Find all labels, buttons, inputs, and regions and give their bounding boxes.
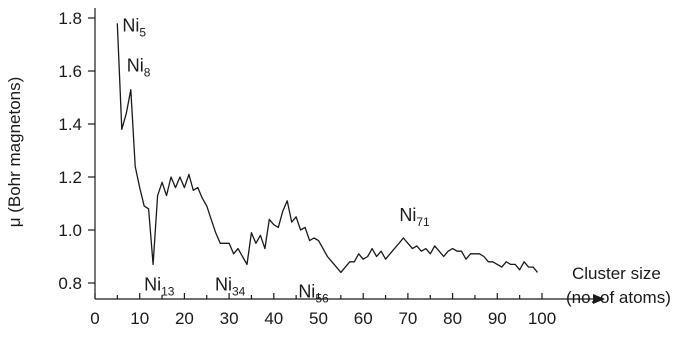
annotation-base: Ni <box>298 281 315 301</box>
series-line <box>117 23 537 272</box>
annotation-subscript: 13 <box>161 284 175 298</box>
axes <box>95 8 604 299</box>
x-tick-label: 10 <box>130 309 149 328</box>
annotation-base: Ni <box>399 205 416 225</box>
annotation-subscript: 56 <box>315 291 329 305</box>
annotation-ni56: Ni56 <box>298 281 329 305</box>
x-axis-label-line-1: Cluster size <box>572 264 661 283</box>
x-tick-label: 100 <box>528 309 556 328</box>
x-tick-label: 40 <box>264 309 283 328</box>
x-tick-label: 30 <box>220 309 239 328</box>
x-tick-label: 0 <box>90 309 99 328</box>
y-tick-label: 1.8 <box>58 9 82 28</box>
annotation-ni5: Ni5 <box>122 15 146 39</box>
series-line-group <box>117 23 537 272</box>
y-tick-label: 1.6 <box>58 62 82 81</box>
x-tick-label: 60 <box>354 309 373 328</box>
x-tick-label: 70 <box>398 309 417 328</box>
x-tick-label: 90 <box>488 309 507 328</box>
x-axis-label-line-2: (no. of atoms) <box>566 288 671 307</box>
annotation-base: Ni <box>215 274 232 294</box>
annotation-base: Ni <box>144 274 161 294</box>
x-tick-label: 80 <box>443 309 462 328</box>
y-tick-label: 1.0 <box>58 221 82 240</box>
annotation-subscript: 8 <box>144 66 151 80</box>
annotation-ni8: Ni8 <box>127 56 151 80</box>
annotation-base: Ni <box>122 15 139 35</box>
y-tick-label: 1.2 <box>58 168 82 187</box>
annotation-subscript: 5 <box>139 25 146 39</box>
y-axis-ticks: 0.8 1.0 1.2 1.4 1.6 1.8 <box>58 9 95 293</box>
annotation-ni13: Ni13 <box>144 274 175 298</box>
y-tick-label: 0.8 <box>58 274 82 293</box>
y-tick-label: 1.4 <box>58 115 82 134</box>
annotation-ni71: Ni71 <box>399 205 430 229</box>
y-axis-label: μ (Bohr magnetons) <box>5 77 24 228</box>
x-tick-label: 50 <box>309 309 328 328</box>
annotation-subscript: 71 <box>416 215 430 229</box>
annotation-subscript: 34 <box>232 284 246 298</box>
x-tick-label: 20 <box>175 309 194 328</box>
annotation-ni34: Ni34 <box>215 274 246 298</box>
annotation-base: Ni <box>127 56 144 76</box>
